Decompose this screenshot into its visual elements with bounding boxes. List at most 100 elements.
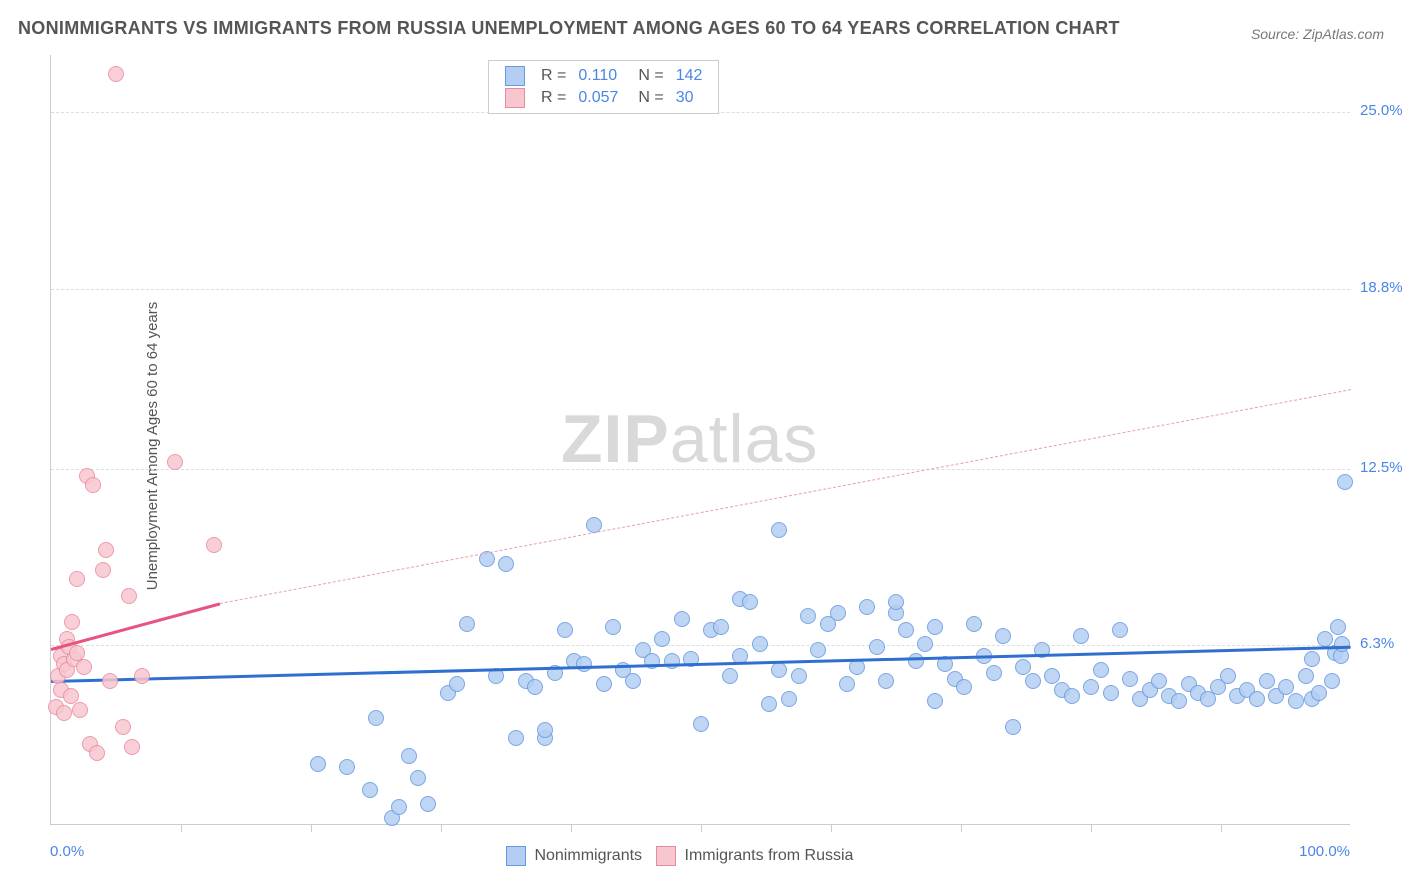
x-tick bbox=[181, 824, 182, 832]
gridline bbox=[51, 645, 1350, 646]
data-point bbox=[1220, 668, 1236, 684]
data-point bbox=[449, 676, 465, 692]
data-point bbox=[420, 796, 436, 812]
data-point bbox=[1337, 474, 1353, 490]
data-point bbox=[605, 619, 621, 635]
data-point bbox=[966, 616, 982, 632]
x-tick bbox=[701, 824, 702, 832]
legend-n-value: 30 bbox=[670, 87, 709, 109]
data-point bbox=[557, 622, 573, 638]
data-point bbox=[64, 614, 80, 630]
data-point bbox=[1304, 651, 1320, 667]
data-point bbox=[878, 673, 894, 689]
legend-n-label: N = bbox=[624, 65, 669, 87]
x-tick bbox=[311, 824, 312, 832]
data-point bbox=[956, 679, 972, 695]
x-tick bbox=[1221, 824, 1222, 832]
legend-item: Nonimmigrants bbox=[506, 846, 642, 866]
data-point bbox=[1122, 671, 1138, 687]
data-point bbox=[869, 639, 885, 655]
data-point bbox=[98, 542, 114, 558]
data-point bbox=[391, 799, 407, 815]
legend-r-value: 0.110 bbox=[572, 65, 624, 87]
data-point bbox=[791, 668, 807, 684]
data-point bbox=[76, 659, 92, 675]
data-point bbox=[576, 656, 592, 672]
trend-line bbox=[220, 389, 1351, 604]
data-point bbox=[713, 619, 729, 635]
data-point bbox=[362, 782, 378, 798]
watermark: ZIPatlas bbox=[561, 400, 818, 478]
data-point bbox=[1083, 679, 1099, 695]
gridline bbox=[51, 289, 1350, 290]
y-tick-label: 12.5% bbox=[1360, 459, 1403, 476]
data-point bbox=[722, 668, 738, 684]
data-point bbox=[908, 653, 924, 669]
x-tick bbox=[441, 824, 442, 832]
data-point bbox=[310, 756, 326, 772]
legend-n-label: N = bbox=[624, 87, 669, 109]
data-point bbox=[368, 710, 384, 726]
data-point bbox=[1171, 693, 1187, 709]
legend-r-label: R = bbox=[535, 87, 572, 109]
data-point bbox=[1044, 668, 1060, 684]
data-point bbox=[596, 676, 612, 692]
data-point bbox=[1278, 679, 1294, 695]
data-point bbox=[1103, 685, 1119, 701]
data-point bbox=[1073, 628, 1089, 644]
watermark-zip: ZIP bbox=[561, 401, 670, 477]
watermark-atlas: atlas bbox=[670, 401, 819, 477]
data-point bbox=[654, 631, 670, 647]
data-point bbox=[124, 739, 140, 755]
legend-r-value: 0.057 bbox=[572, 87, 624, 109]
y-tick-label: 18.8% bbox=[1360, 279, 1403, 296]
legend-r-label: R = bbox=[535, 65, 572, 87]
data-point bbox=[1112, 622, 1128, 638]
data-point bbox=[1311, 685, 1327, 701]
data-point bbox=[752, 636, 768, 652]
data-point bbox=[167, 454, 183, 470]
data-point bbox=[771, 662, 787, 678]
data-point bbox=[102, 673, 118, 689]
data-point bbox=[693, 716, 709, 732]
data-point bbox=[1064, 688, 1080, 704]
data-point bbox=[1151, 673, 1167, 689]
data-point bbox=[1259, 673, 1275, 689]
data-point bbox=[115, 719, 131, 735]
legend-n-value: 142 bbox=[670, 65, 709, 87]
data-point bbox=[859, 599, 875, 615]
data-point bbox=[1324, 673, 1340, 689]
data-point bbox=[1317, 631, 1333, 647]
data-point bbox=[537, 722, 553, 738]
legend-swatch bbox=[505, 66, 525, 86]
data-point bbox=[927, 693, 943, 709]
data-point bbox=[95, 562, 111, 578]
data-point bbox=[1249, 691, 1265, 707]
data-point bbox=[800, 608, 816, 624]
correlation-legend: R =0.110N =142R =0.057N =30 bbox=[488, 60, 719, 114]
data-point bbox=[839, 676, 855, 692]
gridline bbox=[51, 469, 1350, 470]
data-point bbox=[72, 702, 88, 718]
data-point bbox=[927, 619, 943, 635]
x-tick bbox=[571, 824, 572, 832]
data-point bbox=[1334, 636, 1350, 652]
x-tick bbox=[831, 824, 832, 832]
data-point bbox=[810, 642, 826, 658]
data-point bbox=[781, 691, 797, 707]
data-point bbox=[339, 759, 355, 775]
legend-label: Immigrants from Russia bbox=[685, 847, 854, 864]
x-tick bbox=[961, 824, 962, 832]
y-tick-label: 25.0% bbox=[1360, 102, 1403, 119]
chart-title: NONIMMIGRANTS VS IMMIGRANTS FROM RUSSIA … bbox=[18, 18, 1120, 39]
data-point bbox=[134, 668, 150, 684]
legend-item: Immigrants from Russia bbox=[656, 846, 853, 866]
data-point bbox=[664, 653, 680, 669]
data-point bbox=[1025, 673, 1041, 689]
data-point bbox=[1093, 662, 1109, 678]
x-tick-label: 0.0% bbox=[50, 843, 84, 860]
legend-row: R =0.110N =142 bbox=[499, 65, 708, 87]
data-point bbox=[527, 679, 543, 695]
y-tick-label: 6.3% bbox=[1360, 635, 1394, 652]
data-point bbox=[459, 616, 475, 632]
